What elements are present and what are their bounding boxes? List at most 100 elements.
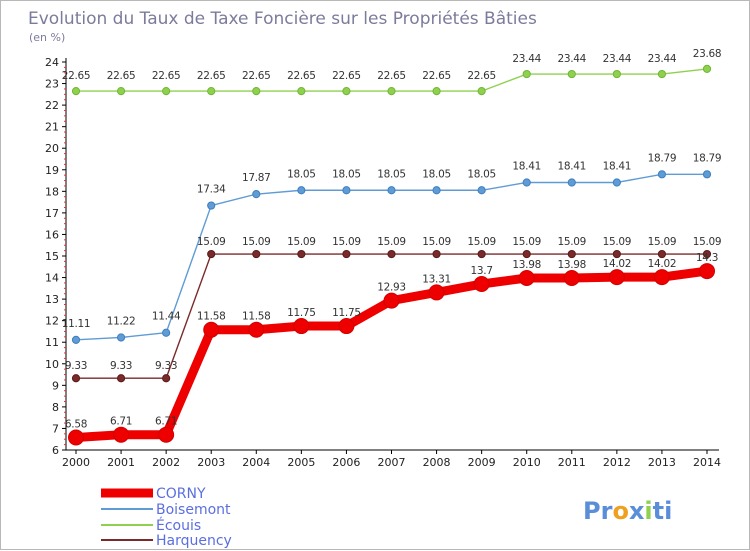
data-label: 18.41 [558, 160, 587, 172]
data-point-ecouis [71, 87, 81, 96]
data-label: 22.65 [242, 70, 271, 82]
logo-part: Pr [583, 497, 613, 525]
y-tick-label: 17 [45, 207, 59, 220]
data-label: 11.22 [107, 315, 136, 327]
data-point-harquency [702, 249, 712, 259]
y-tick-label: 8 [52, 401, 59, 414]
series-layer [68, 64, 715, 446]
y-tick-label: 18 [45, 185, 59, 198]
x-tick-label: 2014 [693, 456, 721, 469]
data-point-ecouis [116, 87, 126, 96]
y-tick-label: 10 [45, 358, 59, 371]
x-tick-label: 2003 [197, 456, 225, 469]
data-label: 22.65 [152, 70, 181, 82]
data-point-corny [563, 269, 580, 286]
data-point-ecouis [567, 69, 576, 79]
data-label: 11.44 [152, 311, 181, 323]
data-point-ecouis [297, 87, 306, 96]
data-point-corny [293, 318, 310, 335]
x-tick-label: 2001 [107, 456, 135, 469]
data-point-harquency [387, 249, 396, 259]
data-label: 18.05 [332, 168, 361, 180]
data-point-boisemont [116, 333, 126, 342]
data-label: 14.3 [696, 252, 718, 264]
data-point-boisemont [297, 186, 306, 195]
data-label: 11.11 [62, 318, 91, 330]
y-tick-label: 11 [45, 336, 59, 349]
data-label: 22.65 [332, 70, 361, 82]
data-label: 15.09 [512, 236, 541, 248]
data-point-corny [68, 429, 84, 446]
data-label: 11.58 [197, 311, 226, 323]
data-label: 17.34 [197, 184, 226, 196]
chart-title: Evolution du Taux de Taxe Foncière sur l… [28, 9, 537, 29]
data-point-harquency [342, 249, 351, 259]
x-tick-label: 2007 [378, 456, 406, 469]
logo-part: o [612, 497, 629, 525]
data-label: 14.02 [648, 258, 677, 270]
data-point-harquency [522, 249, 531, 259]
data-point-boisemont [432, 186, 441, 195]
data-label: 23.44 [512, 53, 541, 65]
data-point-boisemont [207, 201, 216, 210]
data-label: 15.09 [467, 236, 496, 248]
x-tick-label: 2010 [513, 456, 541, 469]
data-point-boisemont [71, 335, 81, 344]
data-point-corny [248, 321, 265, 338]
axes: 6 7 8 9 10 11 12 13 14 15 16 17 18 19 20 21 22 23 24 2000 20… [45, 56, 721, 469]
data-point-boisemont [657, 170, 667, 179]
data-label: 15.09 [197, 236, 226, 248]
data-point-corny [518, 269, 535, 286]
x-tick-label: 2012 [603, 456, 631, 469]
data-label: 15.09 [422, 236, 451, 248]
data-point-harquency [207, 249, 216, 259]
data-label: 6.71 [155, 416, 177, 428]
y-tick-label: 21 [45, 121, 59, 134]
y-tick-label: 22 [45, 99, 59, 112]
data-label: 15.09 [648, 236, 677, 248]
x-tick-label: 2013 [648, 456, 676, 469]
data-label: 13.7 [471, 265, 493, 277]
y-tick-label: 6 [52, 444, 59, 457]
data-point-corny [158, 426, 175, 443]
y-tick-label: 20 [45, 142, 59, 155]
data-point-ecouis [477, 87, 486, 96]
data-label: 18.05 [467, 168, 496, 180]
data-point-corny [699, 263, 715, 280]
data-point-ecouis [432, 87, 441, 96]
logo-part: i [644, 497, 652, 525]
data-label: 6.58 [65, 418, 87, 430]
data-point-corny [608, 269, 625, 286]
y-tick-label: 16 [45, 228, 59, 241]
data-label: 15.09 [332, 236, 361, 248]
data-label: 18.05 [422, 168, 451, 180]
data-label: 13.98 [512, 259, 541, 271]
data-label: 18.41 [603, 160, 632, 172]
data-point-ecouis [207, 87, 216, 96]
data-point-boisemont [162, 328, 171, 337]
x-tick-label: 2002 [152, 456, 180, 469]
y-tick-label: 23 [45, 78, 59, 91]
data-point-ecouis [612, 69, 621, 79]
data-label: 11.75 [332, 307, 361, 319]
y-tick-label: 19 [45, 164, 59, 177]
data-point-corny [338, 318, 355, 335]
data-label: 9.33 [65, 360, 87, 372]
data-point-boisemont [342, 186, 351, 195]
data-point-ecouis [522, 69, 531, 79]
chart-subtitle: (en %) [29, 31, 65, 44]
data-point-harquency [252, 249, 261, 259]
data-label: 9.33 [155, 360, 177, 372]
data-point-ecouis [657, 69, 667, 79]
y-tick-label: 15 [45, 250, 59, 263]
data-point-harquency [657, 249, 667, 259]
data-label: 18.79 [648, 152, 677, 164]
data-point-corny [653, 269, 670, 286]
data-label: 23.68 [693, 48, 722, 60]
proxiti-logo: Proxiti [583, 497, 672, 525]
data-label: 13.31 [422, 273, 451, 285]
data-point-corny [203, 321, 220, 338]
data-point-corny [383, 292, 400, 309]
data-label: 15.09 [603, 236, 632, 248]
data-point-boisemont [612, 178, 621, 187]
